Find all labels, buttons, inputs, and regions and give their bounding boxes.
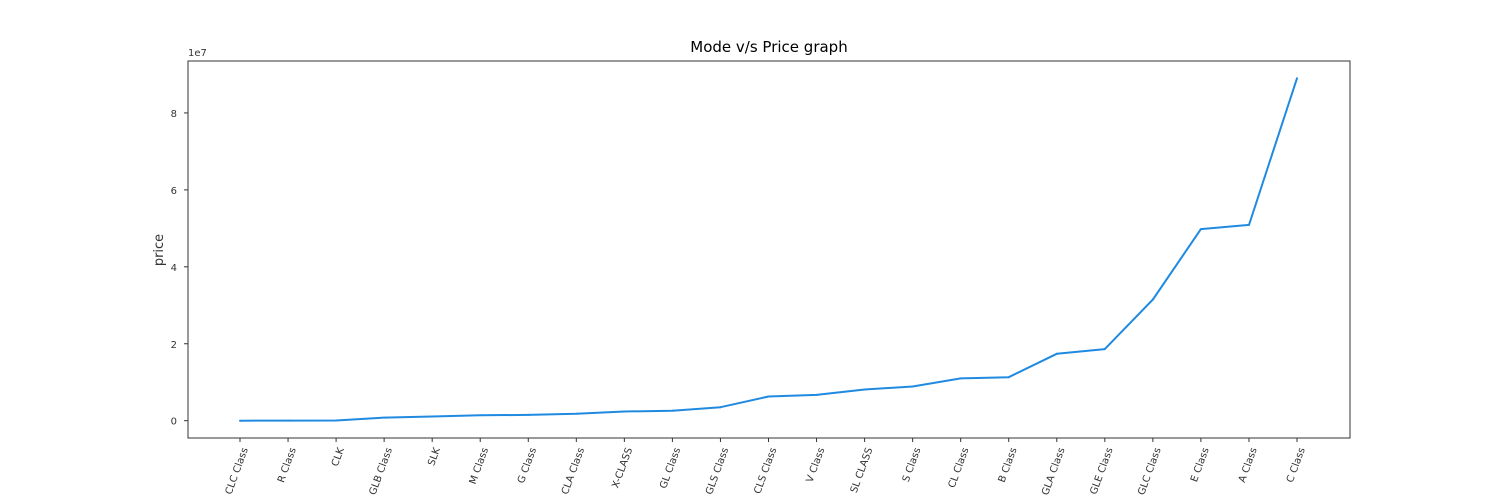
data-point bbox=[1103, 348, 1106, 351]
data-point bbox=[1151, 298, 1154, 301]
data-point bbox=[1296, 77, 1298, 80]
y-axis: 0 2 4 6 8 bbox=[171, 109, 188, 428]
y-tick-label: 4 bbox=[171, 263, 177, 274]
data-point bbox=[1247, 223, 1250, 226]
price-line bbox=[239, 77, 1298, 422]
x-tick-label: CL Class bbox=[947, 446, 972, 489]
y-axis-label: price bbox=[152, 234, 167, 266]
data-point bbox=[1199, 228, 1202, 231]
x-axis: CLC Class R Class CLK GLB Class SLK M Class G … bbox=[224, 438, 1308, 497]
x-tick-label: GLB Class bbox=[368, 446, 395, 496]
x-tick-label: GL Class bbox=[658, 446, 683, 490]
y-tick-label: 2 bbox=[171, 340, 177, 351]
data-point bbox=[959, 377, 962, 380]
plot-area-frame bbox=[187, 60, 1351, 439]
x-tick-label: GLA Class bbox=[1040, 446, 1067, 497]
data-point bbox=[863, 388, 866, 391]
x-tick-label: CLK bbox=[330, 446, 347, 468]
x-tick-label: E Class bbox=[1189, 446, 1212, 483]
data-point bbox=[719, 406, 722, 409]
y-axis-offset-text: 1e7 bbox=[188, 48, 207, 59]
x-tick-label: C Class bbox=[1285, 446, 1308, 484]
x-tick-label: GLC Class bbox=[1136, 446, 1163, 497]
series-price bbox=[239, 77, 1298, 422]
chart-title: Mode v/s Price graph bbox=[690, 38, 847, 56]
data-point bbox=[479, 414, 482, 417]
data-point bbox=[815, 393, 818, 396]
data-point bbox=[1055, 352, 1058, 355]
x-tick-label: SLK bbox=[426, 446, 443, 468]
data-point bbox=[239, 419, 241, 422]
x-tick-label: GLS Class bbox=[704, 446, 731, 496]
data-point bbox=[383, 416, 386, 419]
x-tick-label: SL CLASS bbox=[849, 446, 876, 494]
data-point bbox=[671, 409, 674, 412]
x-tick-label: X-CLASS bbox=[610, 446, 635, 489]
data-point bbox=[431, 415, 434, 418]
x-tick-label: V Class bbox=[805, 446, 828, 484]
x-tick-label: GLE Class bbox=[1088, 446, 1115, 496]
data-point bbox=[287, 419, 290, 422]
x-tick-label: CLC Class bbox=[224, 446, 251, 496]
data-point bbox=[911, 385, 914, 388]
data-point bbox=[767, 395, 770, 398]
x-tick-label: CLA Class bbox=[560, 446, 587, 496]
x-tick-label: R Class bbox=[276, 446, 299, 484]
data-point bbox=[623, 410, 626, 413]
data-point bbox=[575, 412, 578, 415]
y-tick-label: 0 bbox=[171, 417, 177, 428]
x-tick-label: M Class bbox=[468, 446, 491, 486]
data-point bbox=[1007, 376, 1010, 379]
x-tick-label: S Class bbox=[901, 446, 924, 483]
data-point bbox=[335, 419, 338, 422]
y-tick-label: 8 bbox=[171, 109, 177, 120]
x-tick-label: B Class bbox=[997, 446, 1020, 484]
x-tick-label: A Class bbox=[1237, 446, 1260, 484]
y-tick-label: 6 bbox=[171, 186, 177, 197]
data-point bbox=[527, 413, 530, 416]
x-tick-label: G Class bbox=[516, 446, 539, 485]
x-tick-label: CLS Class bbox=[752, 446, 779, 495]
